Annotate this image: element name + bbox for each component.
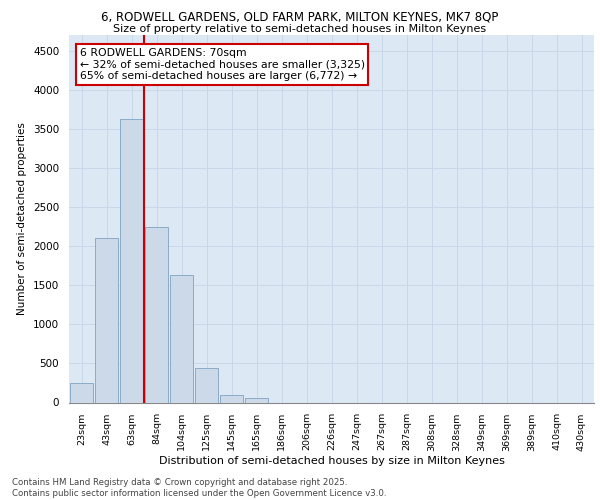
Bar bbox=[95, 238, 118, 402]
Bar bbox=[170, 276, 193, 402]
Bar bbox=[220, 394, 243, 402]
Text: Size of property relative to semi-detached houses in Milton Keynes: Size of property relative to semi-detach… bbox=[113, 24, 487, 34]
Bar bbox=[145, 226, 168, 402]
Bar bbox=[195, 368, 218, 402]
Bar bbox=[120, 119, 143, 403]
Bar bbox=[70, 383, 93, 402]
Text: Contains HM Land Registry data © Crown copyright and database right 2025.
Contai: Contains HM Land Registry data © Crown c… bbox=[12, 478, 386, 498]
Text: 6, RODWELL GARDENS, OLD FARM PARK, MILTON KEYNES, MK7 8QP: 6, RODWELL GARDENS, OLD FARM PARK, MILTO… bbox=[101, 11, 499, 24]
Y-axis label: Number of semi-detached properties: Number of semi-detached properties bbox=[17, 122, 28, 315]
Bar bbox=[245, 398, 268, 402]
X-axis label: Distribution of semi-detached houses by size in Milton Keynes: Distribution of semi-detached houses by … bbox=[158, 456, 505, 466]
Text: 6 RODWELL GARDENS: 70sqm
← 32% of semi-detached houses are smaller (3,325)
65% o: 6 RODWELL GARDENS: 70sqm ← 32% of semi-d… bbox=[79, 48, 365, 81]
